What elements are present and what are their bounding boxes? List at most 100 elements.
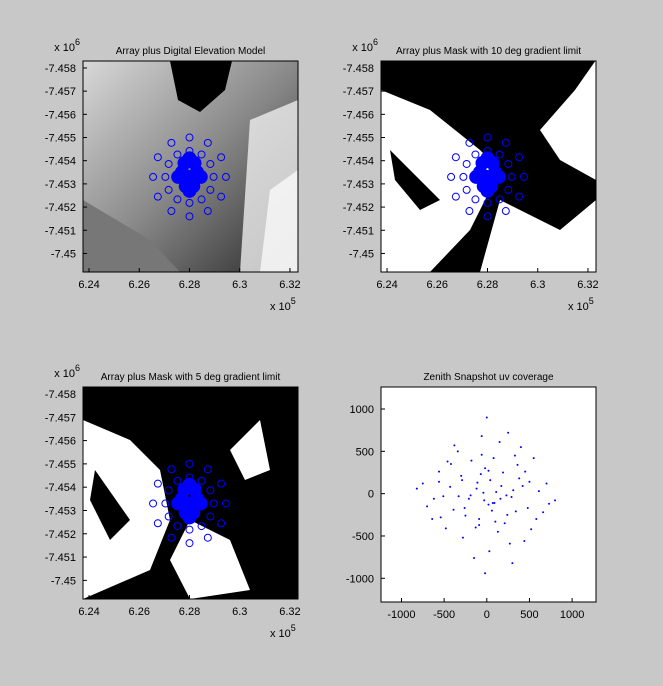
multiplier-power: 5 [291, 296, 296, 306]
point [507, 431, 510, 434]
point [444, 527, 447, 530]
x-tick-label: 6.3 [232, 279, 247, 291]
point [518, 477, 521, 480]
point [465, 138, 474, 147]
x-tick-label: 6.32 [279, 279, 300, 291]
point [453, 444, 456, 447]
point [491, 501, 494, 504]
y-tick-label: -7.454 [45, 482, 76, 494]
point [484, 572, 487, 575]
axis-multiplier: x 105 [270, 623, 296, 640]
point [471, 195, 480, 204]
plot-layer [149, 133, 230, 221]
point [203, 207, 212, 216]
point [498, 441, 501, 444]
point [500, 485, 503, 488]
point [478, 518, 481, 521]
y-tick-label: 500 [356, 446, 374, 458]
x-tick-label: 6.32 [279, 606, 300, 618]
chart-title: Zenith Snapshot uv coverage [423, 372, 554, 383]
point [489, 479, 492, 482]
x-tick-label: -500 [433, 609, 455, 621]
y-tick-label: -7.458 [343, 63, 374, 75]
y-tick-label: -7.453 [343, 179, 374, 191]
x-tick-label: 6.28 [477, 279, 498, 291]
y-tick-label: -7.455 [45, 459, 76, 471]
y-tick-label: -7.452 [45, 529, 76, 541]
point [511, 562, 514, 565]
y-tick-label: 0 [368, 489, 374, 501]
chart-title: Array plus Mask with 5 deg gradient limi… [101, 372, 281, 383]
point [438, 470, 441, 473]
y-tick-label: -7.453 [45, 179, 76, 191]
point [173, 195, 182, 204]
point [464, 514, 467, 517]
point [465, 207, 474, 216]
point [431, 518, 434, 521]
point [488, 550, 491, 553]
point [451, 192, 460, 201]
y-tick-label: -7.458 [45, 389, 76, 401]
point [537, 490, 540, 493]
point [153, 153, 162, 162]
point [185, 133, 194, 142]
y-tick-label: -7.455 [45, 133, 76, 145]
point [456, 450, 459, 453]
x-tick-label: 6.26 [129, 606, 150, 618]
y-tick-label: -7.453 [45, 505, 76, 517]
point [495, 150, 504, 159]
point [457, 495, 460, 498]
point [499, 497, 502, 500]
point [185, 525, 194, 534]
point [171, 496, 186, 511]
x-tick-label: 6.24 [376, 279, 397, 291]
multiplier-base: x 10 [54, 368, 75, 380]
x-tick-label: 500 [520, 609, 538, 621]
point [542, 511, 545, 514]
point [185, 174, 200, 189]
axes-box [380, 386, 597, 603]
point [149, 172, 158, 181]
x-tick-label: 6.26 [129, 279, 150, 291]
point [197, 522, 206, 531]
point [185, 539, 194, 548]
point [510, 496, 513, 499]
point [535, 518, 538, 521]
point [164, 486, 173, 495]
y-tick-label: -7.457 [45, 86, 76, 98]
point [164, 512, 173, 521]
y-tick-label: -7.456 [343, 109, 374, 121]
point [467, 497, 470, 500]
axis-multiplier: x 106 [54, 363, 80, 380]
point [185, 198, 194, 207]
plot-layer [415, 416, 557, 575]
multiplier-power: 6 [75, 363, 80, 373]
y-tick-label: -7.452 [45, 202, 76, 214]
multiplier-power: 6 [75, 37, 80, 47]
point [206, 159, 215, 168]
point [545, 482, 548, 485]
point [185, 501, 200, 516]
point [217, 153, 226, 162]
point [478, 523, 481, 526]
point [446, 460, 449, 463]
point [503, 522, 506, 525]
point [164, 185, 173, 194]
point [506, 513, 509, 516]
point [206, 512, 215, 521]
point [501, 138, 510, 147]
point [471, 150, 480, 159]
point [502, 471, 505, 474]
point [439, 516, 442, 519]
mask-image-10 [381, 61, 596, 272]
point [206, 185, 215, 194]
point [475, 487, 478, 490]
point [490, 509, 493, 512]
point [476, 481, 479, 484]
x-tick-label: 6.32 [577, 279, 598, 291]
point [203, 465, 212, 474]
multiplier-base: x 10 [270, 301, 291, 313]
point [487, 503, 490, 506]
x-tick-label: 6.3 [232, 606, 247, 618]
